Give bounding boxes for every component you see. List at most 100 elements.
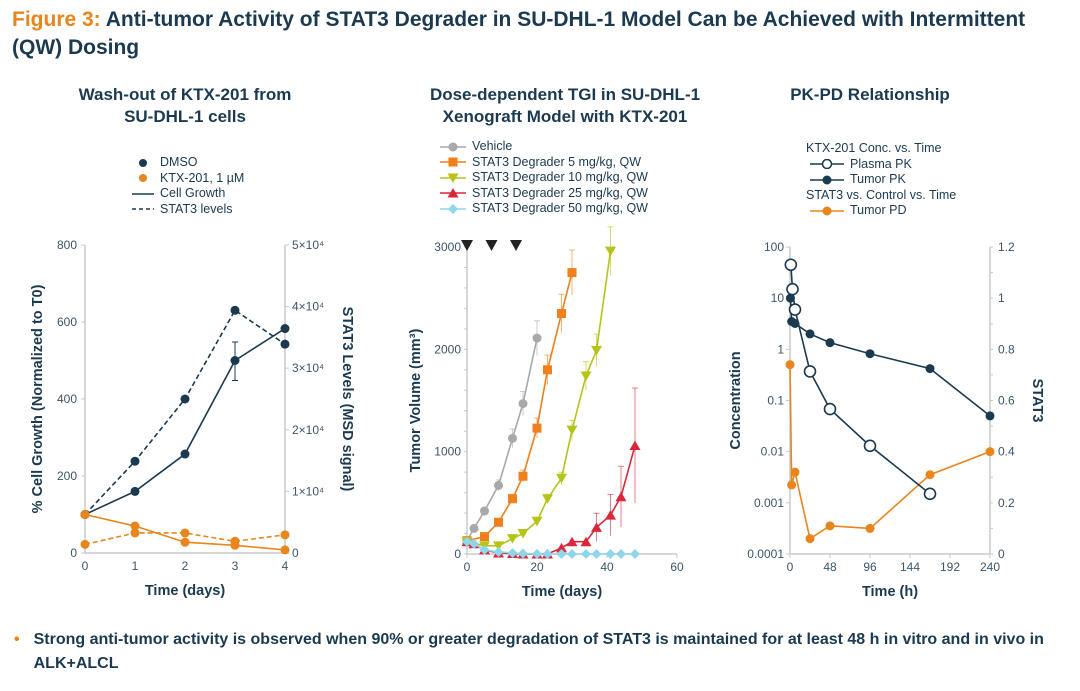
legend-label: STAT3 Degrader 10 mg/kg, QW: [472, 170, 648, 185]
c2-data-point: [469, 538, 479, 549]
c2-data-point: [605, 510, 616, 520]
legend-tumorpk-marker: [810, 175, 844, 185]
c2-data-point: [605, 246, 616, 257]
c1-y2tick-label: 4×10⁴: [292, 300, 324, 314]
legend-item: STAT3 Degrader 10 mg/kg, QW: [440, 170, 648, 186]
c2-data-point: [566, 425, 578, 436]
legend-tumor-pd: Tumor PD: [850, 203, 907, 218]
legend-ktx: KTX-201, 1 µM: [160, 170, 245, 185]
c2-data-point: [532, 333, 542, 343]
c1-xtick-label: 0: [82, 559, 89, 573]
c3-data-point: [865, 349, 875, 359]
c1-data-point: [80, 510, 90, 519]
c1-data-point: [230, 536, 240, 546]
c2-data-point: [494, 517, 503, 527]
c3-xtick-label: 48: [823, 560, 837, 574]
c2-data-point: [479, 544, 490, 555]
c3-ytick-label: 0.0001: [747, 547, 784, 561]
c3-data-point: [784, 258, 798, 272]
legend-marker: [440, 173, 466, 183]
c2-data-point: [629, 440, 641, 451]
c1-data-point: [280, 324, 290, 334]
c1-y-label: % Cell Growth (Normalized to T0): [30, 284, 46, 513]
c3-data-point: [785, 360, 795, 370]
c2-series-line-3: [466, 445, 636, 555]
c1-data-point: [280, 545, 290, 555]
figure-title: Figure 3: Anti-tumor Activity of STAT3 D…: [12, 6, 1072, 62]
c1-xtick-label: 2: [182, 559, 189, 573]
c1-data-point: [280, 339, 290, 349]
c2-xtick-label: 0: [464, 560, 471, 574]
c3-xtick-label: 0: [787, 560, 794, 574]
legend-ktx-marker: [139, 174, 147, 183]
c2-data-point: [531, 516, 543, 527]
legend-label: STAT3 Degrader 25 mg/kg, QW: [472, 185, 648, 200]
legend-marker: [440, 203, 466, 214]
c2-data-point: [508, 494, 517, 504]
c1-xtick-label: 4: [282, 559, 289, 573]
c2-data-point: [591, 522, 602, 532]
chart1-title: Wash-out of KTX-201 from SU-DHL-1 cells: [78, 85, 292, 126]
legend-marker: [440, 188, 466, 198]
legend-marker-shape: [448, 142, 458, 152]
c3-y-label: Concentration: [728, 351, 744, 449]
legend-stat3-levels: STAT3 levels: [160, 201, 233, 216]
c1-data-point: [280, 530, 290, 540]
c3-data-point: [805, 329, 815, 339]
c1-x-label: Time (days): [145, 583, 225, 599]
c2-data-point: [542, 549, 553, 559]
c2-x-label: Time (days): [522, 584, 602, 600]
c2-series-line-1: [466, 272, 573, 542]
c3-ytick-label: 100: [764, 240, 784, 254]
c2-data-point: [480, 532, 489, 542]
c3-series-line: [789, 298, 991, 417]
c3-data-point: [825, 338, 835, 348]
c3-y2tick-label: 0.6: [998, 394, 1015, 408]
c1-data-point: [180, 537, 190, 547]
legend-header-conc: KTX-201 Conc. vs. Time: [806, 141, 942, 156]
c1-series-line-1: [84, 309, 286, 516]
c2-ytick-label: 3000: [434, 240, 461, 254]
c2-data-point: [567, 549, 577, 559]
legend-item: STAT3 Degrader 25 mg/kg, QW: [440, 186, 648, 202]
legend-marker-shape: [447, 173, 459, 183]
c3-data-point: [865, 523, 875, 533]
c2-series-line-0: [466, 337, 538, 542]
legend-header-stat3: STAT3 vs. Control vs. Time: [806, 187, 957, 202]
c1-data-point: [180, 394, 190, 404]
bullet-icon: •: [14, 631, 20, 648]
c3-y2tick-label: 0: [998, 547, 1005, 561]
c3-y2tick-label: 0.4: [998, 445, 1015, 459]
legend-marker: [440, 157, 466, 167]
c2-data-point: [591, 549, 602, 559]
c1-ytick-label: 800: [57, 238, 77, 252]
c2-data-point: [591, 345, 602, 356]
charts-canvas: 020040060080001×10⁴2×10⁴3×10⁴4×10⁴5×10⁴0…: [30, 226, 1045, 600]
c3-y2tick-label: 0.2: [998, 496, 1015, 510]
c3-series-line: [790, 264, 931, 495]
c3-data-point: [863, 439, 877, 453]
c1-series-line-0: [84, 327, 286, 516]
c1-ytick-label: 200: [57, 469, 77, 483]
c3-ytick-label: 1: [777, 342, 784, 356]
c3-y2tick-label: 1.2: [998, 240, 1015, 254]
c3-data-point: [925, 470, 935, 480]
c2-data-point: [542, 494, 553, 504]
c2-data-point: [517, 529, 529, 539]
legend-solid-line: [132, 192, 154, 195]
c3-data-point: [823, 402, 837, 416]
c2-ytick-label: 2000: [434, 342, 461, 356]
legend-item: STAT3 Degrader 50 mg/kg, QW: [440, 201, 648, 217]
c2-data-point: [507, 534, 518, 544]
legend-plasma-pk: Plasma PK: [850, 156, 912, 171]
c1-data-point: [130, 521, 140, 531]
legend-marker-shape: [447, 188, 459, 198]
c1-data-point: [130, 528, 140, 538]
dosing-arrow-icon: [510, 240, 522, 251]
c3-data-point: [985, 447, 995, 457]
c3-y2-label: STAT3: [1029, 379, 1045, 423]
chart2-title: Dose-dependent TGI in SU-DHL-1 Xenograft…: [429, 85, 701, 126]
legend-cell-growth: Cell Growth: [160, 186, 226, 201]
c1-ytick-label: 400: [57, 392, 77, 406]
c3-x-label: Time (h): [862, 584, 918, 600]
